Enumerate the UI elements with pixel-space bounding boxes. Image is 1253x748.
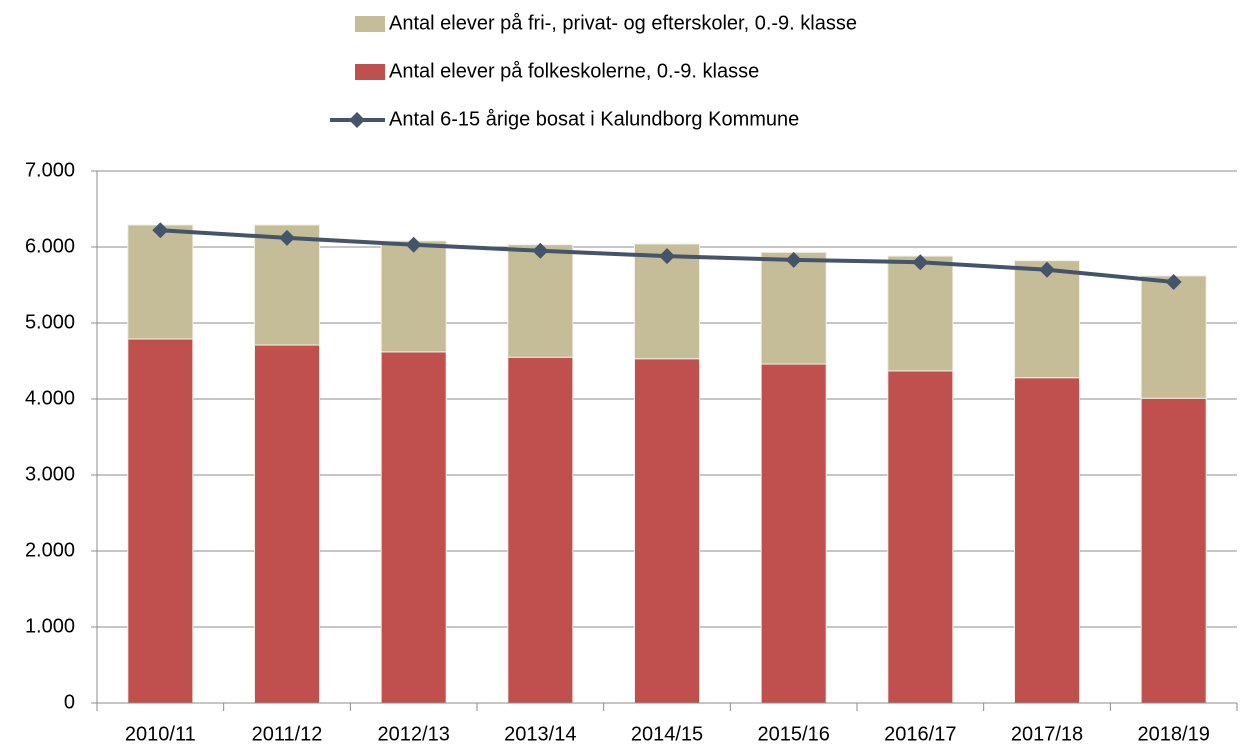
legend-marker [349, 112, 365, 128]
y-tick-label: 1.000 [25, 615, 75, 637]
x-tick-label: 2018/19 [1138, 723, 1210, 745]
x-tick-label: 2014/15 [631, 723, 703, 745]
bar [1014, 377, 1080, 704]
bar [380, 351, 447, 704]
x-tick-label: 2016/17 [884, 723, 956, 745]
bar [380, 240, 447, 353]
x-tick-label: 2012/13 [378, 723, 450, 745]
bar [254, 344, 320, 704]
x-tick-label: 2015/16 [758, 723, 830, 745]
bar [127, 338, 194, 704]
legend-label: Antal elever på folkeskolerne, 0.-9. kla… [389, 60, 759, 82]
bar [760, 251, 827, 365]
bar [507, 244, 574, 358]
x-tick-label: 2017/18 [1011, 723, 1083, 745]
y-tick-label: 7.000 [25, 159, 75, 181]
legend-swatch [355, 64, 385, 80]
x-tick-label: 2011/12 [252, 723, 323, 745]
bar [127, 224, 194, 340]
marker [1165, 273, 1182, 290]
bar [1140, 397, 1207, 704]
marker [659, 248, 675, 265]
bar [1014, 260, 1080, 379]
x-tick-label: 2010/11 [125, 723, 196, 745]
y-tick-label: 0 [64, 691, 75, 713]
marker [279, 229, 295, 246]
y-tick-label: 4.000 [25, 387, 75, 409]
bar [887, 255, 954, 372]
marker [532, 242, 549, 259]
bar [760, 363, 827, 704]
y-tick-label: 2.000 [25, 539, 75, 561]
marker [912, 254, 929, 271]
bar [1140, 275, 1207, 399]
marker [1039, 261, 1055, 278]
legend-label: Antal elever på fri-, privat- og eftersk… [389, 12, 857, 34]
legend-swatch [355, 16, 385, 32]
marker [405, 236, 422, 253]
marker [785, 251, 802, 268]
bar [507, 356, 574, 704]
y-tick-label: 5.000 [25, 311, 75, 333]
bar [887, 370, 954, 704]
marker [152, 222, 169, 239]
legend-label: Antal 6-15 årige bosat i Kalundborg Komm… [389, 108, 799, 130]
y-tick-label: 6.000 [25, 235, 75, 257]
bar [634, 358, 700, 704]
x-tick-label: 2013/14 [504, 723, 576, 745]
y-tick-label: 3.000 [25, 463, 75, 485]
